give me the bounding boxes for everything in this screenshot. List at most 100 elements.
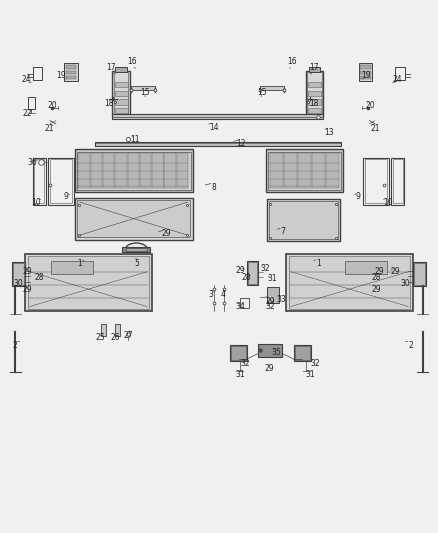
FancyBboxPatch shape [146, 203, 185, 237]
FancyBboxPatch shape [270, 203, 302, 238]
Text: 5: 5 [134, 259, 139, 268]
Text: 18: 18 [105, 99, 114, 108]
Text: 10: 10 [32, 198, 41, 207]
Text: 8: 8 [212, 183, 216, 192]
Bar [127, 154, 139, 188]
Bar [306, 71, 323, 116]
Bar [267, 199, 340, 241]
Bar [78, 154, 90, 188]
Text: 19: 19 [361, 70, 371, 79]
Bar [91, 154, 102, 188]
Text: 29: 29 [161, 229, 171, 238]
Text: 1: 1 [78, 260, 82, 269]
Text: 7: 7 [280, 227, 285, 236]
Bar [360, 66, 371, 69]
Bar [95, 142, 341, 147]
Text: 18: 18 [309, 99, 318, 108]
Text: 29: 29 [264, 364, 274, 373]
FancyBboxPatch shape [77, 203, 115, 237]
Text: 19: 19 [57, 70, 66, 79]
Bar [312, 154, 325, 188]
Bar [395, 67, 405, 80]
Bar [414, 263, 425, 285]
Text: 25: 25 [96, 333, 106, 342]
Bar [66, 76, 76, 79]
Bar [240, 298, 249, 308]
Bar [258, 344, 282, 357]
Bar [392, 159, 403, 204]
Text: 2: 2 [408, 341, 413, 350]
Text: 29: 29 [235, 266, 245, 276]
Bar [116, 67, 127, 71]
Text: 1: 1 [316, 260, 321, 269]
FancyBboxPatch shape [49, 263, 91, 296]
Bar [270, 154, 283, 188]
Bar [12, 262, 25, 286]
Text: 32: 32 [240, 359, 250, 368]
Text: 22: 22 [23, 109, 32, 118]
Bar [266, 149, 343, 192]
Bar [308, 99, 321, 104]
Bar [101, 324, 106, 336]
Bar [413, 262, 426, 286]
Bar [115, 154, 127, 188]
Bar [365, 159, 387, 204]
Text: 17: 17 [309, 63, 319, 71]
Text: 21: 21 [45, 124, 54, 133]
Bar [25, 254, 152, 311]
Text: 29: 29 [23, 285, 32, 294]
Text: 10: 10 [383, 198, 393, 207]
Bar [309, 67, 320, 71]
Bar [51, 261, 93, 274]
Bar [267, 287, 279, 303]
Text: 14: 14 [209, 123, 219, 132]
Text: 29: 29 [23, 267, 32, 276]
Bar [115, 91, 127, 96]
Bar [74, 149, 193, 192]
Text: 26: 26 [111, 333, 120, 342]
Text: 2: 2 [12, 341, 17, 350]
Text: 30: 30 [400, 279, 410, 287]
Text: 29: 29 [265, 297, 275, 306]
Text: 29: 29 [391, 267, 400, 276]
Text: 27: 27 [124, 331, 133, 340]
Bar [74, 198, 193, 239]
Bar [33, 67, 42, 80]
Bar [113, 71, 130, 116]
Text: 29: 29 [374, 267, 384, 276]
Text: 11: 11 [131, 135, 140, 144]
Bar [114, 72, 128, 115]
Bar [164, 154, 176, 188]
Text: 32: 32 [265, 302, 275, 311]
Text: 4: 4 [221, 290, 226, 299]
Text: 29: 29 [372, 285, 381, 294]
Text: 36: 36 [28, 158, 38, 167]
Bar [284, 154, 297, 188]
Text: 15: 15 [140, 88, 150, 97]
Text: 32: 32 [310, 359, 320, 368]
Text: 9: 9 [356, 192, 361, 201]
Text: 28: 28 [34, 273, 43, 282]
Bar [115, 99, 127, 104]
Bar [308, 108, 321, 114]
Bar [269, 201, 338, 239]
FancyBboxPatch shape [112, 203, 150, 237]
Text: 34: 34 [236, 302, 246, 311]
Bar [391, 158, 404, 205]
FancyBboxPatch shape [303, 203, 335, 238]
Text: 35: 35 [272, 348, 281, 357]
Text: 16: 16 [127, 56, 137, 66]
FancyBboxPatch shape [346, 263, 388, 296]
Bar [103, 154, 114, 188]
Text: 28: 28 [372, 273, 381, 282]
Bar [115, 108, 127, 114]
Bar [268, 151, 341, 190]
Bar [66, 66, 76, 69]
Bar [289, 256, 410, 309]
Bar [64, 63, 78, 81]
Bar [122, 247, 150, 252]
Bar [308, 91, 321, 96]
Text: 21: 21 [370, 124, 380, 133]
Text: 33: 33 [276, 295, 286, 304]
Text: 15: 15 [257, 88, 266, 97]
